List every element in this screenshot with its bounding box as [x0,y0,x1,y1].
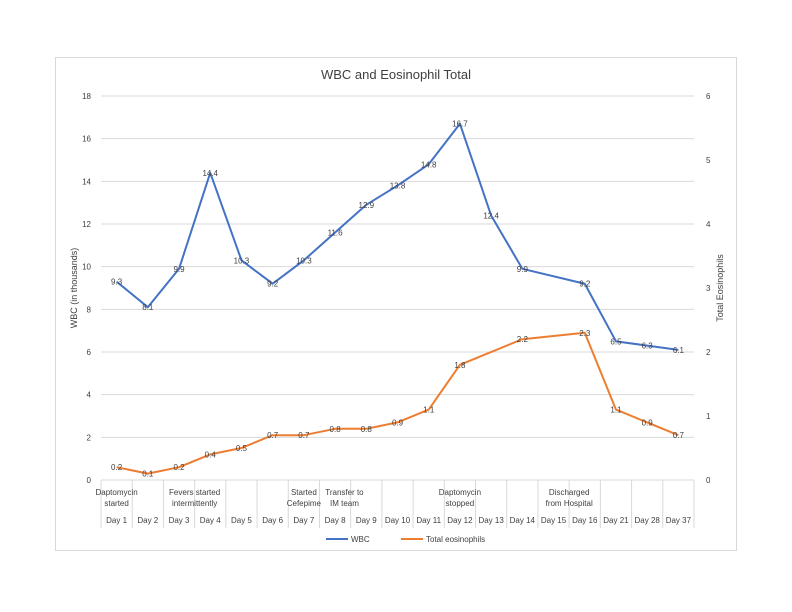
y-tick-label: 6 [87,348,92,357]
x-tick-label: Day 16 [572,516,598,525]
y-tick-label: 2 [87,433,92,442]
data-label: 0.9 [642,418,654,427]
data-label: 9.3 [111,278,123,287]
data-label: 1.1 [610,406,622,415]
data-label: 14.4 [202,169,218,178]
x-tick-label: Day 21 [603,516,629,525]
data-label: 0.8 [361,425,373,434]
data-label: 0.9 [392,418,404,427]
data-label: 0.7 [298,431,310,440]
data-label: 12.4 [483,211,499,220]
event-annotation: from Hospital [546,499,593,508]
x-tick-label: Day 5 [231,516,252,525]
chart-frame [55,57,737,551]
data-label: 6.5 [610,337,622,346]
data-label: 0.2 [111,463,123,472]
event-annotation: Transfer to [325,488,364,497]
series-line-0 [115,122,679,351]
y-axis-label: WBC (in thousands) [69,248,79,329]
y-tick-label: 18 [82,92,91,101]
data-label: 13.8 [390,182,406,191]
event-annotation: stopped [446,499,474,508]
x-tick-label: Day 15 [541,516,567,525]
data-label: 9.2 [267,280,279,289]
y2-tick-label: 6 [706,92,711,101]
data-label: 0.4 [205,450,217,459]
y-tick-label: 0 [87,476,92,485]
event-annotation: IM team [330,499,359,508]
y2-tick-label: 1 [706,412,711,421]
chart-title: WBC and Eosinophil Total [321,67,471,82]
y-tick-label: 14 [82,177,91,186]
data-label: 0.5 [236,444,248,453]
data-label: 16.7 [452,120,468,129]
data-label: 11.6 [328,229,344,238]
y-tick-label: 8 [87,305,92,314]
x-tick-label: Day 1 [106,516,127,525]
y2-axis-label: Total Eosinophils [715,254,725,322]
data-label: 10.3 [234,256,250,265]
data-label: 1.8 [454,361,466,370]
data-label: 9.9 [173,265,185,274]
data-label: 12.9 [359,201,375,210]
data-label: 1.1 [423,406,435,415]
data-label: 14.8 [421,160,437,169]
data-label: 2.2 [517,335,529,344]
x-tick-label: Day 3 [169,516,190,525]
x-tick-label: Day 13 [478,516,504,525]
data-label: 0.8 [330,425,342,434]
x-tick-label: Day 8 [325,516,346,525]
data-label: 6.1 [673,346,685,355]
legend-label: WBC [351,535,370,544]
x-tick-label: Day 11 [416,516,441,525]
x-tick-label: Day 9 [356,516,377,525]
y2-tick-label: 0 [706,476,711,485]
y2-tick-label: 2 [706,348,711,357]
y-tick-label: 16 [82,135,91,144]
event-annotation: Cefepime [287,499,322,508]
x-tick-label: Day 6 [262,516,283,525]
x-tick-label: Day 10 [385,516,411,525]
y-tick-label: 4 [87,391,92,400]
data-label: 0.2 [173,463,185,472]
event-annotation: intermittently [172,499,217,508]
x-tick-label: Day 12 [447,516,473,525]
x-tick-label: Day 28 [635,516,661,525]
event-annotation: Daptomycin [95,488,137,497]
event-annotation: Daptomycin [439,488,481,497]
x-tick-label: Day 2 [137,516,158,525]
data-label: 9.2 [579,280,591,289]
data-label: 9.9 [517,265,529,274]
data-label: 2.3 [579,329,591,338]
event-annotation: Started [291,488,317,497]
data-label: 0.7 [267,431,279,440]
y-tick-label: 10 [82,263,91,272]
event-annotation: Fevers started [169,488,220,497]
y-tick-label: 12 [82,220,91,229]
x-tick-label: Day 4 [200,516,221,525]
data-label: 0.7 [673,431,685,440]
x-tick-label: Day 7 [293,516,314,525]
y2-tick-label: 3 [706,284,711,293]
x-tick-label: Day 37 [666,516,692,525]
event-annotation: Discharged [549,488,589,497]
data-label: 0.1 [142,470,154,479]
y2-tick-label: 5 [706,156,711,165]
y2-tick-label: 4 [706,220,711,229]
data-label: 6.3 [642,342,654,351]
legend-label: Total eosinophils [426,535,485,544]
series-line-1 [116,331,679,475]
data-label: 8.1 [142,303,154,312]
x-tick-label: Day 14 [510,516,536,525]
event-annotation: started [104,499,128,508]
data-label: 10.3 [296,256,312,265]
